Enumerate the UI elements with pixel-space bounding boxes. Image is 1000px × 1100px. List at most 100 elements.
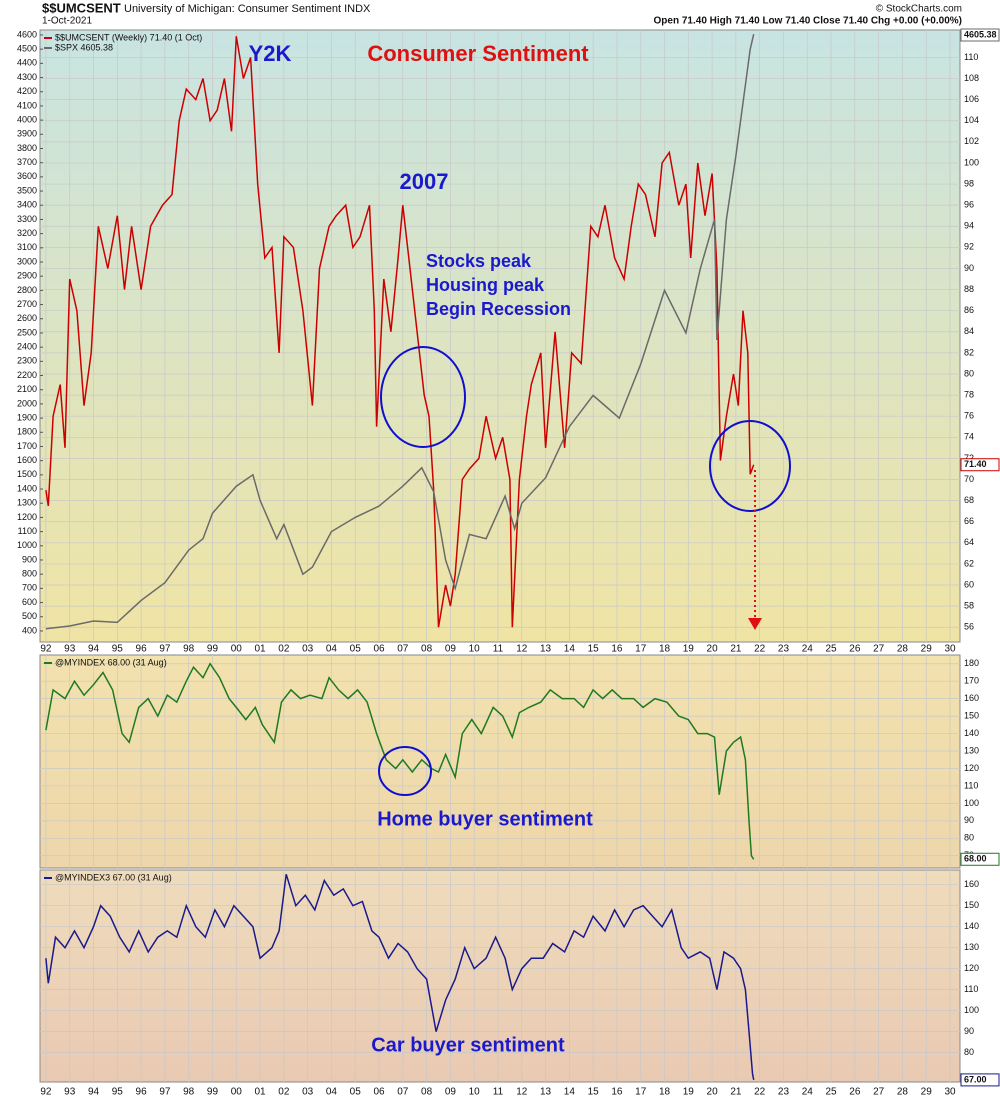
- quote: Open 71.40 High 71.40 Low 71.40 Close 71…: [654, 16, 962, 27]
- x-tick-label: 14: [564, 1087, 576, 1098]
- y2-tick-label: 94: [964, 221, 974, 231]
- x-tick-label: 97: [159, 1087, 171, 1098]
- x-tick-label: 19: [683, 644, 695, 655]
- y2-tick-label: 76: [964, 411, 974, 421]
- x-tick-label: 21: [730, 1087, 742, 1098]
- y-tick-label: 1900: [17, 412, 37, 422]
- value-tag: [960, 852, 1000, 866]
- y-tick-label: 800: [22, 569, 37, 579]
- x-tick-label: 94: [88, 644, 100, 655]
- y-tick-label: 3300: [17, 214, 37, 224]
- y-tick-label: 180: [964, 658, 979, 668]
- y-tick-label: 4200: [17, 86, 37, 96]
- series-line: [45, 662, 755, 860]
- panel-background: [39, 29, 961, 643]
- x-tick-label: 08: [421, 644, 433, 655]
- highlight-circle: [378, 746, 432, 796]
- y2-tick-label: 78: [964, 389, 974, 399]
- grid: [40, 30, 960, 1082]
- x-tick-label: 27: [873, 644, 885, 655]
- x-tick-label: 03: [302, 1087, 314, 1098]
- y2-tick-label: 58: [964, 600, 974, 610]
- x-tick-label: 96: [136, 644, 148, 655]
- x-tick-label: 24: [802, 1087, 814, 1098]
- y-tick-label: 90: [964, 815, 974, 825]
- x-tick-label: 92: [40, 644, 52, 655]
- y2-tick-label: 108: [964, 73, 979, 83]
- x-tick-label: 19: [683, 1087, 695, 1098]
- y-tick-label: 1700: [17, 441, 37, 451]
- y-tick-label: 3000: [17, 256, 37, 266]
- x-tick-label: 09: [445, 1087, 457, 1098]
- y-tick-label: 400: [22, 625, 37, 635]
- y-tick-label: 2500: [17, 327, 37, 337]
- chart-subtitle: University of Michigan: Consumer Sentime…: [124, 3, 371, 15]
- x-tick-label: 09: [445, 644, 457, 655]
- y2-tick-label: 74: [964, 432, 974, 442]
- x-tick-label: 12: [516, 1087, 528, 1098]
- y-tick-label: 3800: [17, 143, 37, 153]
- x-tick-label: 06: [373, 1087, 385, 1098]
- chart-title: $$UMCSENT: [42, 0, 121, 15]
- legend-label: $SPX 4605.38: [55, 42, 113, 52]
- y2-tick-label: 92: [964, 242, 974, 252]
- x-tick-label: 07: [397, 1087, 409, 1098]
- y-tick-label: 120: [964, 763, 979, 773]
- value-tag-label: 67.00: [964, 1074, 987, 1084]
- legend-label: $$UMCSENT (Weekly) 71.40 (1 Oct): [55, 32, 202, 42]
- annotation: Home buyer sentiment: [377, 808, 593, 830]
- y-tick-label: 2300: [17, 356, 37, 366]
- y-tick-label: 600: [22, 597, 37, 607]
- y-tick-label: 2900: [17, 271, 37, 281]
- x-tick-label: 15: [588, 1087, 600, 1098]
- x-tick-label: 22: [754, 644, 766, 655]
- value-tag-label: 71.40: [964, 459, 987, 469]
- x-tick-label: 16: [611, 644, 623, 655]
- y-tick-label: 4300: [17, 72, 37, 82]
- x-tick-label: 99: [207, 644, 219, 655]
- y2-tick-label: 70: [964, 474, 974, 484]
- y2-tick-label: 90: [964, 263, 974, 273]
- y-tick-label: 1600: [17, 455, 37, 465]
- y2-tick-label: 110: [964, 52, 978, 62]
- y-tick-label: 700: [22, 583, 37, 593]
- x-tick-label: 25: [825, 644, 837, 655]
- y-tick-label: 1800: [17, 427, 37, 437]
- y-tick-label: 1500: [17, 469, 37, 479]
- y-tick-label: 150: [964, 900, 979, 910]
- y-tick-label: 140: [964, 728, 979, 738]
- lines: [45, 34, 755, 1081]
- annotation: Begin Recession: [426, 299, 571, 319]
- x-tick-label: 02: [278, 644, 290, 655]
- value-tag: [960, 458, 1000, 472]
- legend-label: @MYINDEX 68.00 (31 Aug): [55, 657, 167, 667]
- y2-tick-label: 82: [964, 347, 974, 357]
- x-tick-label: 23: [778, 1087, 790, 1098]
- y2-tick-label: 96: [964, 200, 974, 210]
- y2-tick-label: 68: [964, 495, 974, 505]
- y2-tick-label: 88: [964, 284, 974, 294]
- x-tick-label: 04: [326, 644, 338, 655]
- y-tick-label: 1300: [17, 498, 37, 508]
- y-tick-label: 2400: [17, 342, 37, 352]
- x-tick-label: 01: [255, 1087, 267, 1098]
- y-tick-label: 4500: [17, 44, 37, 54]
- x-tick-label: 98: [183, 644, 195, 655]
- x-tick-label: 02: [278, 1087, 290, 1098]
- series-line: [45, 873, 755, 1081]
- annotation: Consumer Sentiment: [367, 41, 589, 66]
- y-tick-label: 150: [964, 710, 979, 720]
- y-tick-label: 2200: [17, 370, 37, 380]
- value-tag-label: 68.00: [964, 854, 987, 864]
- y-tick-label: 2700: [17, 299, 37, 309]
- y-tick-label: 90: [964, 1026, 974, 1036]
- y-tick-label: 130: [964, 745, 979, 755]
- y-tick-label: 1200: [17, 512, 37, 522]
- y-tick-label: 110: [964, 780, 978, 790]
- y-tick-label: 2600: [17, 313, 37, 323]
- y-tick-label: 900: [22, 554, 37, 564]
- date: 1-Oct-2021: [42, 16, 92, 27]
- y-tick-label: 80: [964, 833, 974, 843]
- y-tick-label: 4600: [17, 29, 37, 39]
